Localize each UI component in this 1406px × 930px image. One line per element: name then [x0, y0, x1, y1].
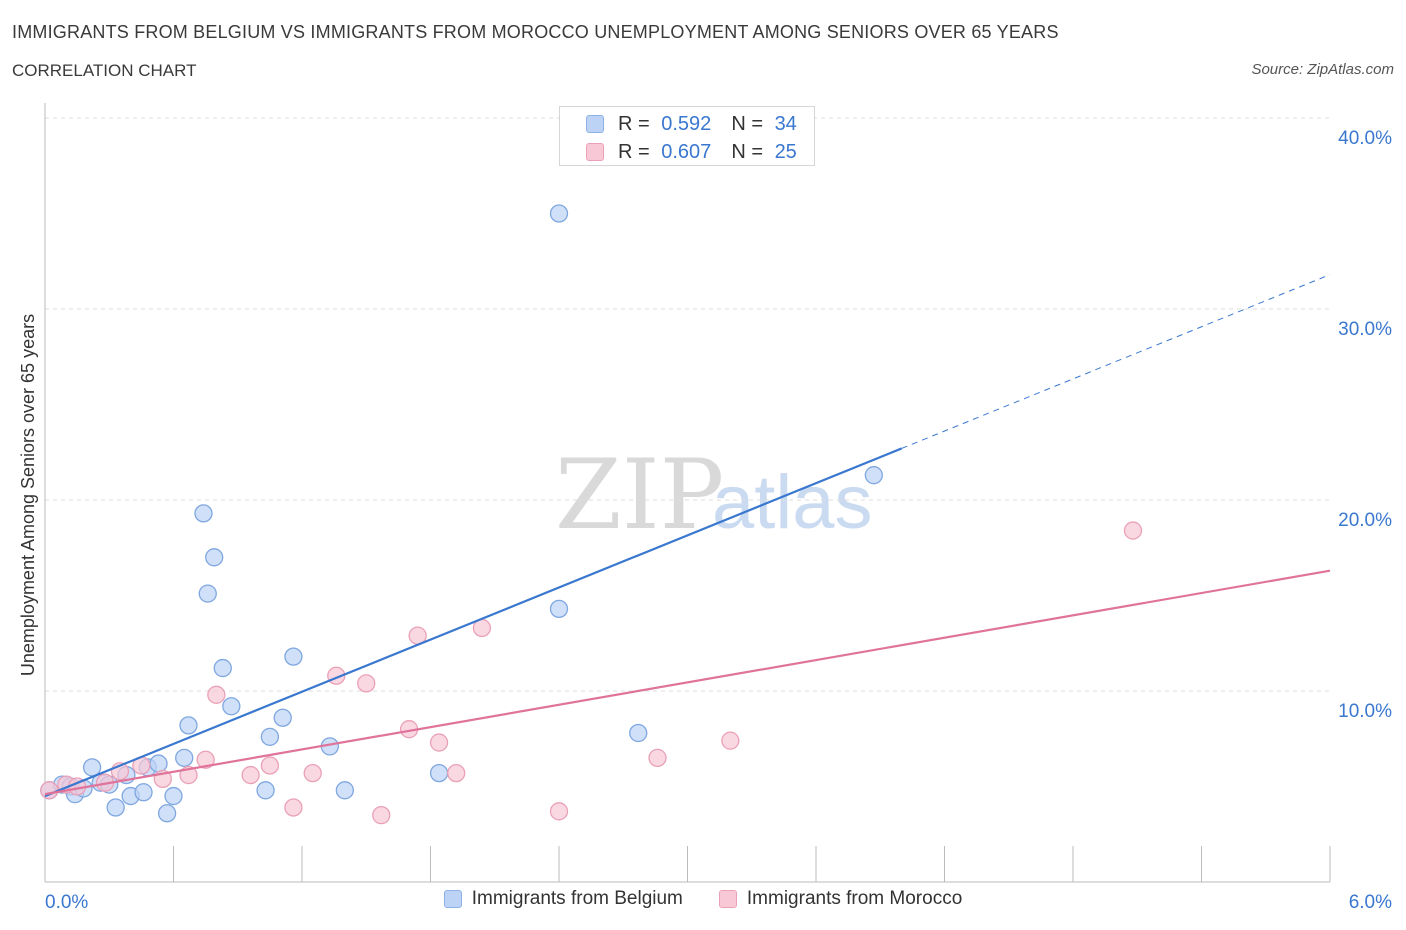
- morocco-point: [40, 781, 59, 800]
- belgium-point: [149, 754, 168, 773]
- belgium-point: [284, 647, 303, 666]
- x-tick-label: 6.0%: [1349, 892, 1392, 913]
- belgium-point: [629, 723, 648, 743]
- x-tick-label: 0.0%: [45, 892, 88, 913]
- morocco-point: [721, 731, 740, 750]
- series-legend: Immigrants from Belgium Immigrants from …: [0, 888, 1406, 910]
- belgium-point: [256, 781, 275, 800]
- stats-legend: R = 0.592 N = 34 R = 0.607 N = 25: [559, 106, 815, 166]
- morocco-point: [241, 765, 260, 785]
- belgium-point: [164, 786, 183, 806]
- belgium-point: [175, 748, 194, 767]
- pink-swatch-icon: [718, 890, 737, 908]
- stats-row-belgium: R = 0.592 N = 34: [586, 110, 797, 138]
- belgium-point: [157, 804, 177, 823]
- y-axis-label: Unemployment Among Seniors over 65 years: [18, 314, 38, 676]
- belgium-point: [106, 798, 125, 817]
- blue-swatch-icon: [586, 115, 604, 133]
- legend-label-belgium: Immigrants from Belgium: [471, 888, 683, 909]
- r-value: 0.607: [661, 140, 712, 163]
- belgium-point: [549, 599, 569, 619]
- chart-title: IMMIGRANTS FROM BELGIUM VS IMMIGRANTS FR…: [12, 22, 1059, 42]
- y-tick-label: 40.0%: [1338, 128, 1392, 149]
- r-label: R =: [618, 140, 650, 163]
- n-label: N =: [731, 112, 763, 135]
- belgium-point: [549, 204, 569, 223]
- morocco-point: [303, 763, 322, 783]
- blue-swatch-icon: [443, 890, 462, 908]
- belgium-point: [260, 727, 280, 746]
- y-tick-label: 20.0%: [1338, 510, 1392, 531]
- morocco-point: [372, 806, 391, 825]
- morocco-point: [1123, 521, 1143, 540]
- morocco-point: [357, 674, 376, 693]
- belgium-point: [198, 584, 217, 603]
- belgium-point: [335, 781, 354, 800]
- chart-subtitle: CORRELATION CHART: [12, 61, 197, 80]
- morocco-point: [549, 802, 569, 821]
- source-label: Source: ZipAtlas.com: [1251, 61, 1394, 78]
- morocco-point: [207, 685, 226, 704]
- n-label: N =: [731, 140, 763, 163]
- belgium-point: [213, 658, 232, 678]
- morocco-trend-line: [44, 569, 1331, 796]
- morocco-point: [447, 763, 466, 783]
- belgium-point: [179, 716, 198, 735]
- morocco-point: [648, 748, 667, 767]
- n-value: 34: [774, 112, 797, 135]
- y-tick-label: 30.0%: [1338, 319, 1392, 340]
- belgium-point: [194, 504, 213, 523]
- stats-row-morocco: R = 0.607 N = 25: [586, 138, 797, 166]
- belgium-trend-line: [44, 447, 903, 798]
- belgium-point: [205, 548, 224, 567]
- legend-label-morocco: Immigrants from Morocco: [746, 888, 963, 909]
- r-label: R =: [618, 112, 650, 135]
- pink-swatch-icon: [586, 143, 604, 161]
- belgium-point: [222, 697, 241, 716]
- belgium-point: [134, 783, 153, 802]
- belgium-point: [273, 708, 292, 727]
- n-value: 25: [774, 140, 797, 163]
- belgium-point: [864, 466, 883, 485]
- r-value: 0.592: [661, 112, 712, 135]
- y-tick-label: 10.0%: [1338, 701, 1392, 722]
- morocco-point: [260, 756, 280, 775]
- watermark-atlas: atlas: [712, 460, 873, 545]
- watermark-zip: ZIP: [555, 439, 724, 551]
- morocco-point: [284, 798, 303, 817]
- legend-item-morocco[interactable]: Immigrants from Morocco: [718, 888, 963, 910]
- legend-item-belgium[interactable]: Immigrants from Belgium: [443, 888, 683, 910]
- belgium-point: [429, 763, 449, 783]
- morocco-point: [429, 733, 449, 752]
- belgium-trend-extension: [901, 274, 1331, 449]
- morocco-point: [196, 750, 215, 769]
